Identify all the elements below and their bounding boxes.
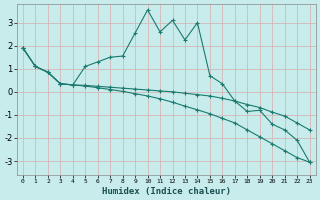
X-axis label: Humidex (Indice chaleur): Humidex (Indice chaleur) xyxy=(102,187,231,196)
